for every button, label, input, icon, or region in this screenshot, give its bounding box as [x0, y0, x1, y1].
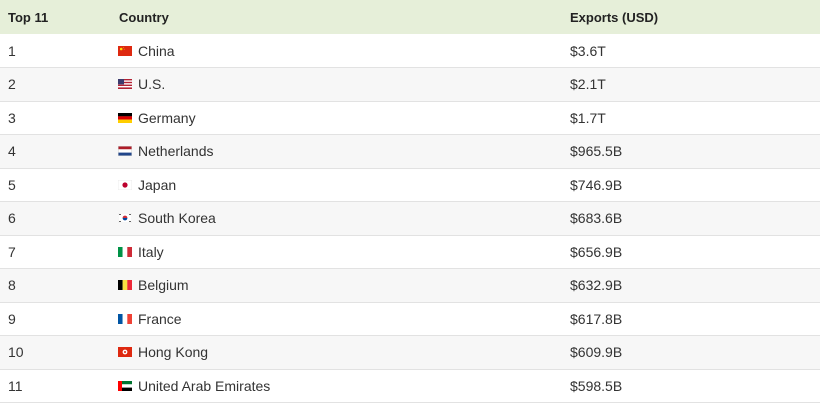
country-name: United Arab Emirates: [138, 377, 271, 394]
exports-cell: $746.9B: [570, 176, 623, 193]
hong-kong-flag-icon: [118, 347, 132, 358]
exports-cell: $3.6T: [570, 42, 606, 59]
rank-cell: 7: [8, 243, 16, 260]
rank-cell: 3: [8, 109, 16, 126]
country-cell: Japan: [110, 168, 562, 202]
rank-cell: 6: [8, 210, 16, 227]
table-header: Top 11 Country Exports (USD): [0, 0, 820, 34]
country-name: South Korea: [138, 210, 216, 227]
header-exports: Exports (USD): [570, 9, 659, 25]
rank-cell: 4: [8, 143, 16, 160]
belgium-flag-icon: [118, 280, 132, 291]
exports-cell: $632.9B: [570, 277, 623, 294]
exports-cell: $965.5B: [570, 143, 623, 160]
rank-cell: 5: [8, 176, 16, 193]
us-flag-icon: [118, 79, 132, 90]
table-row: 1 China $3.6T: [0, 34, 820, 68]
china-flag-icon: [118, 45, 132, 56]
country-cell: U.S.: [110, 68, 562, 102]
rank-cell: 10: [8, 344, 24, 361]
netherlands-flag-icon: [118, 146, 132, 157]
country-name: China: [138, 42, 175, 59]
country-cell: United Arab Emirates: [110, 369, 562, 403]
rank-cell: 2: [8, 76, 16, 93]
table-row: 3 Germany $1.7T: [0, 101, 820, 135]
italy-flag-icon: [118, 246, 132, 257]
country-cell: Italy: [110, 235, 562, 269]
country-name: Japan: [138, 176, 177, 193]
exports-cell: $656.9B: [570, 243, 623, 260]
country-cell: France: [110, 302, 562, 336]
exports-cell: $609.9B: [570, 344, 623, 361]
japan-flag-icon: [118, 179, 132, 190]
germany-flag-icon: [118, 112, 132, 123]
south-korea-flag-icon: [118, 213, 132, 224]
country-name: Belgium: [138, 277, 189, 294]
france-flag-icon: [118, 313, 132, 324]
country-cell: South Korea: [110, 202, 562, 236]
country-name: Netherlands: [138, 143, 214, 160]
table-row: 9 France $617.8B: [0, 302, 820, 336]
header-row: Top 11 Country Exports (USD): [0, 0, 820, 34]
exports-cell: $683.6B: [570, 210, 623, 227]
country-name: France: [138, 310, 182, 327]
country-cell: Hong Kong: [110, 336, 562, 370]
country-name: U.S.: [138, 76, 166, 93]
table-row: 2 U.S. $2.1T: [0, 67, 820, 102]
header-rank: Top 11: [8, 9, 49, 25]
country-cell: Belgium: [110, 269, 562, 303]
exports-cell: $617.8B: [570, 310, 623, 327]
country-name: Hong Kong: [138, 344, 209, 361]
table-row: 4 Netherlands $965.5B: [0, 134, 820, 169]
country-cell: China: [110, 34, 562, 68]
rank-cell: 8: [8, 277, 16, 294]
exports-cell: $598.5B: [570, 377, 623, 394]
table-row: 7 Italy $656.9B: [0, 235, 820, 269]
rank-cell: 11: [8, 377, 23, 394]
rank-cell: 1: [8, 42, 16, 59]
table-row: 6 South Korea $683.6B: [0, 201, 820, 236]
table-row: 11 United Arab Emirates $598.5B: [0, 369, 820, 403]
exports-cell: $1.7T: [570, 109, 606, 126]
exports-cell: $2.1T: [570, 76, 606, 93]
rank-cell: 9: [8, 310, 16, 327]
country-name: Italy: [138, 243, 164, 260]
table-row: 5 Japan $746.9B: [0, 168, 820, 202]
table-row: 10 Hong Kong $609.9B: [0, 335, 820, 370]
header-country: Country: [119, 9, 169, 25]
country-cell: Germany: [110, 101, 562, 135]
table-row: 8 Belgium $632.9B: [0, 268, 820, 303]
uae-flag-icon: [118, 380, 132, 391]
country-cell: Netherlands: [110, 135, 562, 169]
country-name: Germany: [138, 109, 196, 126]
